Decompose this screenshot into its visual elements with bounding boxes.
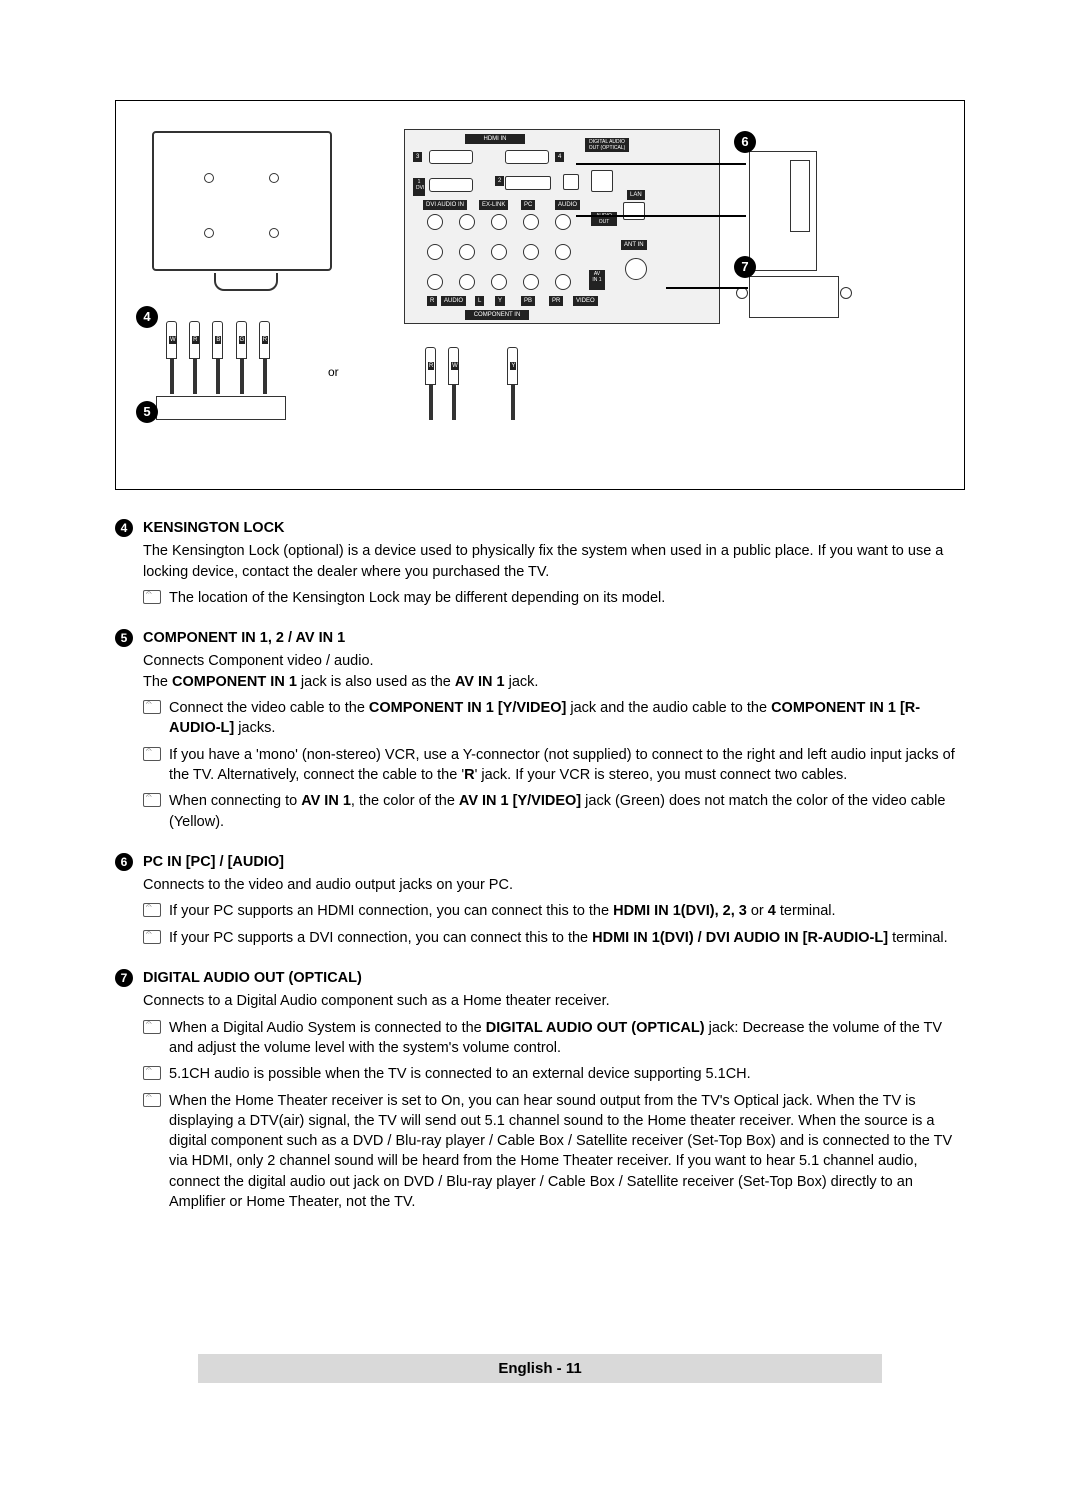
label-r: R xyxy=(427,296,437,306)
description-item: 6 PC IN [PC] / [AUDIO] Connects to the vid… xyxy=(115,852,965,954)
rear-panel: HDMI IN 3 4 1DVI DIGITAL AUDIO OUT (OPTI… xyxy=(404,129,720,324)
cable-optical xyxy=(666,287,748,289)
label-antin: ANT IN xyxy=(621,240,647,250)
item-title: DIGITAL AUDIO OUT (OPTICAL) xyxy=(143,968,965,988)
description-item: 4 KENSINGTON LOCK The Kensington Lock (opt… xyxy=(115,518,965,614)
cable-audio xyxy=(576,215,746,217)
note-text: When the Home Theater receiver is set to… xyxy=(169,1091,965,1213)
label-pb: PB xyxy=(521,296,535,306)
note-icon xyxy=(143,903,161,917)
plug-w: W xyxy=(169,336,177,344)
label-l: L xyxy=(475,296,484,306)
note-icon xyxy=(143,1020,161,1034)
note-line: When a Digital Audio System is connected… xyxy=(143,1018,965,1059)
label-y: Y xyxy=(495,296,505,306)
tv-outline xyxy=(152,131,332,271)
item-description: Connects to the video and audio output j… xyxy=(143,875,965,895)
footer-text: English - 11 xyxy=(198,1354,881,1383)
label-4: 4 xyxy=(555,152,564,162)
note-line: When connecting to AV IN 1, the color of… xyxy=(143,791,965,832)
callout-4: 4 xyxy=(136,306,158,328)
description-list: 4 KENSINGTON LOCK The Kensington Lock (opt… xyxy=(115,518,965,1218)
item-number-badge: 5 xyxy=(115,629,133,647)
note-icon xyxy=(143,1066,161,1080)
note-text: If you have a 'mono' (non-stereo) VCR, u… xyxy=(169,745,965,786)
page-footer: English - 11 xyxy=(0,1354,1080,1383)
note-line: When the Home Theater receiver is set to… xyxy=(143,1091,965,1213)
label-exlink: EX-LINK xyxy=(479,200,508,210)
note-icon xyxy=(143,590,161,604)
label-component: COMPONENT IN xyxy=(465,310,529,320)
label-audio: AUDIO xyxy=(555,200,580,210)
label-3: 3 xyxy=(413,152,422,162)
callout-6: 6 xyxy=(734,131,756,153)
label-avin: AV IN 1 xyxy=(589,270,605,290)
label-2: 2 xyxy=(495,176,504,186)
note-line: If your PC supports a DVI connection, yo… xyxy=(143,928,965,948)
plug-g: G xyxy=(239,336,246,344)
label-video: VIDEO xyxy=(573,296,598,306)
note-line: 5.1CH audio is possible when the TV is c… xyxy=(143,1064,965,1084)
or-label: or xyxy=(328,364,339,381)
item-number-badge: 7 xyxy=(115,969,133,987)
item-body: KENSINGTON LOCK The Kensington Lock (opti… xyxy=(143,518,965,614)
note-icon xyxy=(143,793,161,807)
label-hdmi: HDMI IN xyxy=(465,134,525,144)
item-description: The Kensington Lock (optional) is a devi… xyxy=(143,541,965,582)
pc-device xyxy=(749,151,817,271)
av-cables: R W Y xyxy=(421,347,522,391)
item-description: Connects Component video / audio.The COM… xyxy=(143,651,965,692)
note-line: If you have a 'mono' (non-stereo) VCR, u… xyxy=(143,745,965,786)
item-title: KENSINGTON LOCK xyxy=(143,518,965,538)
note-text: When connecting to AV IN 1, the color of… xyxy=(169,791,965,832)
label-digital-audio: DIGITAL AUDIO OUT (OPTICAL) xyxy=(585,138,629,152)
plug-w2: W xyxy=(451,362,459,370)
plug-r2: R xyxy=(262,336,268,344)
label-dvi-audio: DVI AUDIO IN xyxy=(423,200,467,210)
item-body: DIGITAL AUDIO OUT (OPTICAL) Connects to a… xyxy=(143,968,965,1218)
plug-r: R xyxy=(192,336,198,344)
item-body: PC IN [PC] / [AUDIO] Connects to the vide… xyxy=(143,852,965,954)
note-text: Connect the video cable to the COMPONENT… xyxy=(169,698,965,739)
plug-y: Y xyxy=(510,362,516,370)
note-text: When a Digital Audio System is connected… xyxy=(169,1018,965,1059)
item-number-badge: 4 xyxy=(115,519,133,537)
item-title: COMPONENT IN 1, 2 / AV IN 1 xyxy=(143,628,965,648)
amplifier-device xyxy=(749,276,839,318)
vcr-device xyxy=(156,396,286,420)
note-text: The location of the Kensington Lock may … xyxy=(169,588,965,608)
note-icon xyxy=(143,1093,161,1107)
note-line: Connect the video cable to the COMPONENT… xyxy=(143,698,965,739)
callout-5: 5 xyxy=(136,401,158,423)
label-pc: PC xyxy=(521,200,535,210)
callout-7: 7 xyxy=(734,256,756,278)
note-line: The location of the Kensington Lock may … xyxy=(143,588,965,608)
label-lan: LAN xyxy=(627,190,645,200)
label-audio-rl: AUDIO xyxy=(441,296,466,306)
note-icon xyxy=(143,700,161,714)
item-number-badge: 6 xyxy=(115,853,133,871)
item-body: COMPONENT IN 1, 2 / AV IN 1 Connects Comp… xyxy=(143,628,965,838)
plug-b: B xyxy=(215,336,221,344)
note-text: 5.1CH audio is possible when the TV is c… xyxy=(169,1064,965,1084)
note-line: If your PC supports an HDMI connection, … xyxy=(143,901,965,921)
note-icon xyxy=(143,930,161,944)
component-cables: W R B G R xyxy=(162,321,274,365)
item-title: PC IN [PC] / [AUDIO] xyxy=(143,852,965,872)
plug-r3: R xyxy=(428,362,434,370)
label-pr: PR xyxy=(549,296,563,306)
connection-diagram: HDMI IN 3 4 1DVI DIGITAL AUDIO OUT (OPTI… xyxy=(115,100,965,490)
cable-pc xyxy=(576,163,746,165)
label-1-dvi: 1DVI xyxy=(413,178,425,196)
description-item: 7 DIGITAL AUDIO OUT (OPTICAL) Connects to … xyxy=(115,968,965,1218)
note-text: If your PC supports an HDMI connection, … xyxy=(169,901,965,921)
note-text: If your PC supports a DVI connection, yo… xyxy=(169,928,965,948)
item-description: Connects to a Digital Audio component su… xyxy=(143,991,965,1011)
note-icon xyxy=(143,747,161,761)
description-item: 5 COMPONENT IN 1, 2 / AV IN 1 Connects Com… xyxy=(115,628,965,838)
